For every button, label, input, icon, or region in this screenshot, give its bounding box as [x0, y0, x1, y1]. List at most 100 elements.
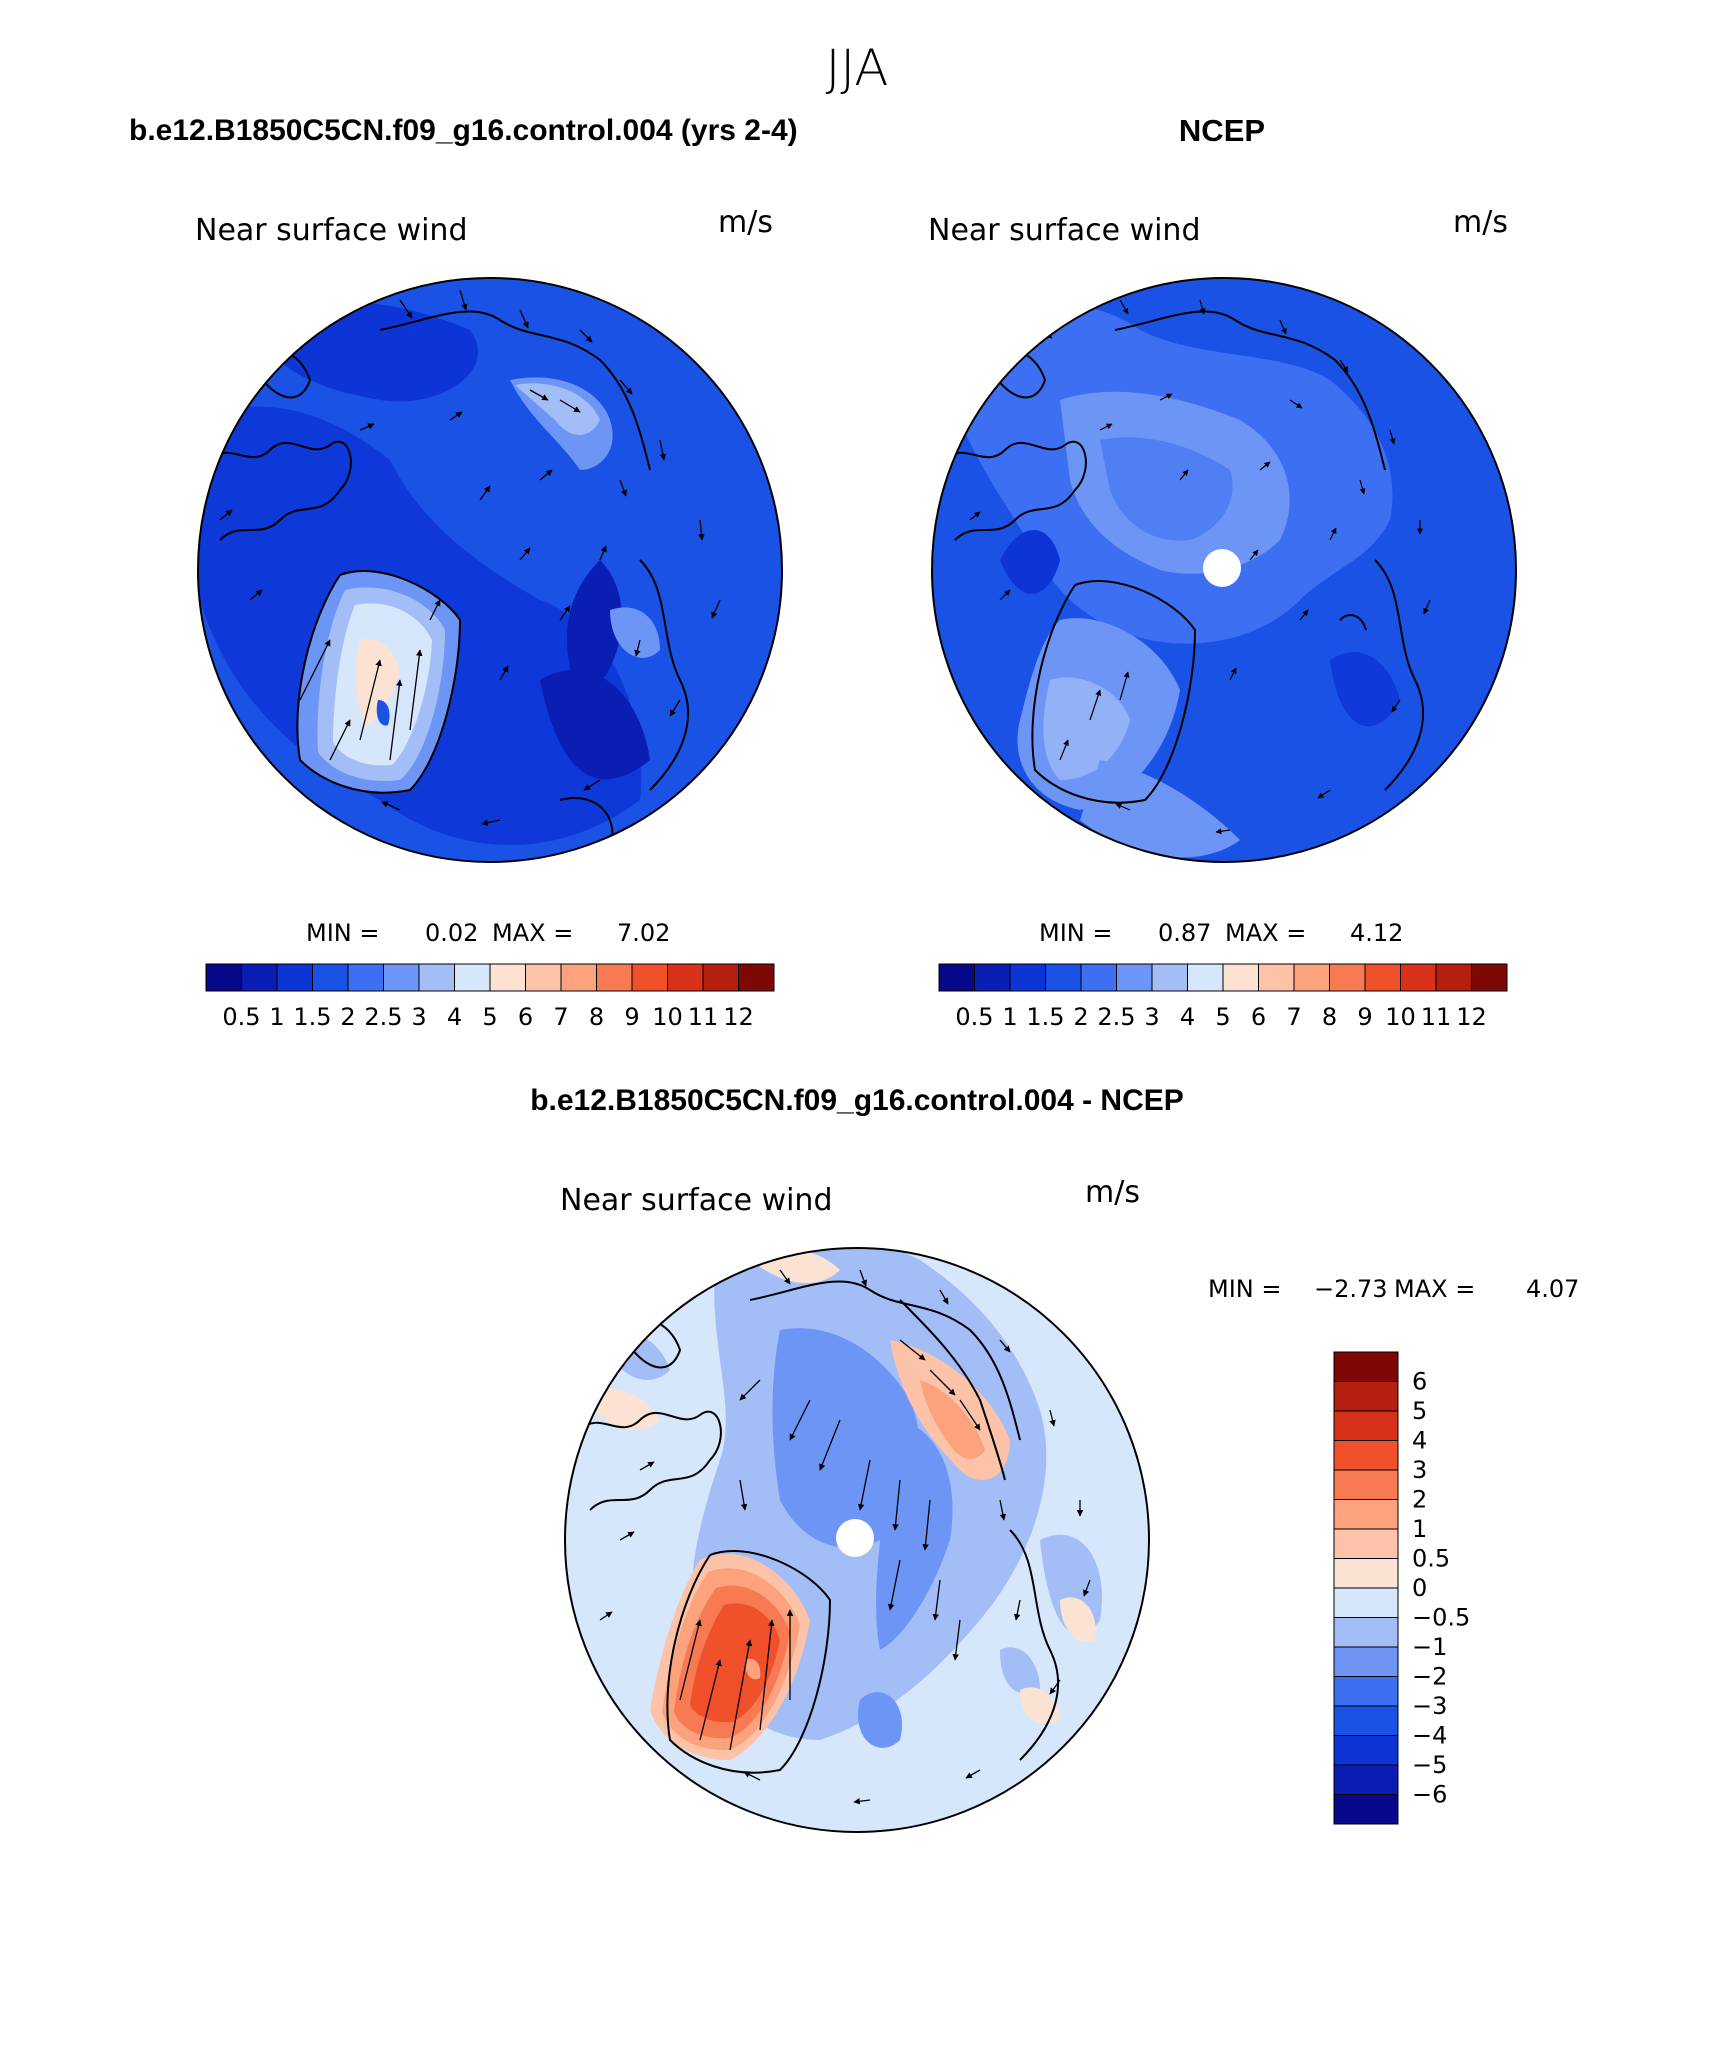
model-colorbar-swatch [489, 963, 526, 992]
obs-units-label: m/s [1453, 205, 1508, 240]
model-colorbar-tick-label: 10 [652, 1003, 683, 1031]
diff-colorbar-swatch [1333, 1381, 1399, 1412]
diff-colorbar-tick-label: −4 [1412, 1722, 1447, 1750]
obs-max-label: MAX = [1225, 919, 1306, 947]
model-panel: Near surface wind m/s [195, 205, 783, 1031]
diff-colorbar-swatch [1333, 1735, 1399, 1766]
model-colorbar-swatch [631, 963, 668, 992]
obs-colorbar-tick-label: 8 [1322, 1003, 1337, 1031]
obs-colorbar-swatch [1222, 963, 1259, 992]
diff-colorbar-swatch [1333, 1469, 1399, 1500]
diff-colorbar-tick-label: −0.5 [1412, 1604, 1470, 1632]
obs-colorbar-tick-label: 12 [1456, 1003, 1487, 1031]
diff-colorbar-swatch [1333, 1764, 1399, 1795]
obs-colorbar-tick-label: 1 [1002, 1003, 1017, 1031]
diff-colorbar-tick-label: 3 [1412, 1456, 1427, 1484]
obs-variable-label: Near surface wind [928, 213, 1201, 248]
obs-colorbar-swatch [1080, 963, 1117, 992]
obs-min-label: MIN = [1039, 919, 1112, 947]
model-max-value: 7.02 [617, 919, 670, 947]
obs-colorbar-swatch [1400, 963, 1437, 992]
obs-panel: Near surface wind m/s [928, 205, 1517, 1031]
obs-panel-title: NCEP [1179, 113, 1265, 148]
obs-colorbar-swatch [1293, 963, 1330, 992]
model-colorbar-tick-label: 6 [518, 1003, 533, 1031]
obs-min-value: 0.87 [1158, 919, 1211, 947]
diff-units-label: m/s [1085, 1175, 1140, 1210]
model-panel-title: b.e12.B1850C5CN.f09_g16.control.004 (yrs… [129, 114, 798, 147]
model-colorbar-tick-label: 9 [624, 1003, 639, 1031]
obs-colorbar-swatch [1471, 963, 1508, 992]
diff-wind-vectors [599, 1269, 1091, 1805]
diff-variable-label: Near surface wind [560, 1183, 833, 1218]
obs-colorbar-tick-label: 2.5 [1097, 1003, 1135, 1031]
obs-colorbar-tick-label: 11 [1421, 1003, 1452, 1031]
model-colorbar-swatch [738, 963, 775, 992]
obs-colorbar-swatch [1116, 963, 1153, 992]
model-colorbar-swatch [560, 963, 597, 992]
model-colorbar-swatch [525, 963, 562, 992]
obs-colorbar-swatch [1329, 963, 1366, 992]
model-units-label: m/s [718, 205, 773, 240]
diff-panel-title: b.e12.B1850C5CN.f09_g16.control.004 - NC… [530, 1084, 1184, 1117]
obs-colorbar-tick-label: 4 [1180, 1003, 1195, 1031]
model-colorbar-tick-label: 1 [269, 1003, 284, 1031]
model-colorbar-tick-label: 11 [688, 1003, 719, 1031]
model-colorbar-tick-label: 2 [340, 1003, 355, 1031]
model-variable-label: Near surface wind [195, 213, 468, 248]
model-colorbar-swatch [241, 963, 278, 992]
model-colorbar-swatch [667, 963, 704, 992]
diff-colorbar-tick-label: −1 [1412, 1633, 1447, 1661]
obs-colorbar-tick-label: 1.5 [1026, 1003, 1064, 1031]
model-colorbar-swatch [418, 963, 455, 992]
obs-colorbar-swatch [1187, 963, 1224, 992]
diff-colorbar-tick-label: 4 [1412, 1427, 1427, 1455]
model-colorbar-swatch [702, 963, 739, 992]
model-colorbar-tick-label: 3 [411, 1003, 426, 1031]
diff-colorbar-swatch [1333, 1676, 1399, 1707]
obs-colorbar-tick-label: 9 [1357, 1003, 1372, 1031]
model-colorbar-tick-label: 7 [553, 1003, 568, 1031]
diff-panel: Near surface wind m/s [560, 1175, 1579, 1833]
model-colorbar-swatch [596, 963, 633, 992]
obs-colorbar-tick-label: 2 [1073, 1003, 1088, 1031]
diff-max-label: MAX = [1394, 1275, 1475, 1303]
diff-colorbar-tick-label: 1 [1412, 1515, 1427, 1543]
obs-colorbar-tick-label: 6 [1251, 1003, 1266, 1031]
diff-colorbar-swatch [1333, 1558, 1399, 1589]
diff-min-value: −2.73 [1314, 1275, 1388, 1303]
obs-pole-hole [1203, 549, 1241, 587]
diff-colorbar-tick-label: 6 [1412, 1368, 1427, 1396]
diff-colorbar-swatch [1333, 1410, 1399, 1441]
season-title: JJA [826, 39, 889, 97]
model-colorbar: 0.5 1 1.5 2 2.5 3 4 5 6 7 8 9 10 11 12 [205, 963, 775, 1031]
model-colorbar-tick-label: 1.5 [293, 1003, 331, 1031]
obs-colorbar-tick-label: 7 [1286, 1003, 1301, 1031]
model-map [198, 278, 782, 862]
model-colorbar-tick-label: 4 [447, 1003, 462, 1031]
model-colorbar-swatch [454, 963, 491, 992]
model-colorbar-tick-label: 5 [482, 1003, 497, 1031]
model-colorbar-swatch [347, 963, 384, 992]
diff-colorbar-swatch [1333, 1528, 1399, 1559]
diff-colorbar-swatch [1333, 1587, 1399, 1618]
model-colorbar-tick-label: 12 [723, 1003, 754, 1031]
obs-colorbar-tick-label: 5 [1215, 1003, 1230, 1031]
obs-colorbar-swatch [1258, 963, 1295, 992]
diff-min-label: MIN = [1208, 1275, 1281, 1303]
diff-max-value: 4.07 [1526, 1275, 1579, 1303]
diff-colorbar-swatch [1333, 1705, 1399, 1736]
model-colorbar-tick-label: 2.5 [364, 1003, 402, 1031]
diff-colorbar-tick-label: 0.5 [1412, 1545, 1450, 1573]
obs-colorbar: 0.5 1 1.5 2 2.5 3 4 5 6 7 8 9 10 11 12 [938, 963, 1508, 1031]
obs-colorbar-swatch [974, 963, 1011, 992]
model-colorbar-swatch [205, 963, 242, 992]
diff-colorbar-tick-label: 5 [1412, 1397, 1427, 1425]
diff-colorbar-tick-label: 0 [1412, 1574, 1427, 1602]
diff-colorbar-swatch [1333, 1351, 1399, 1382]
diff-colorbar-swatch [1333, 1646, 1399, 1677]
diff-colorbar-swatch [1333, 1440, 1399, 1471]
model-max-label: MAX = [492, 919, 573, 947]
